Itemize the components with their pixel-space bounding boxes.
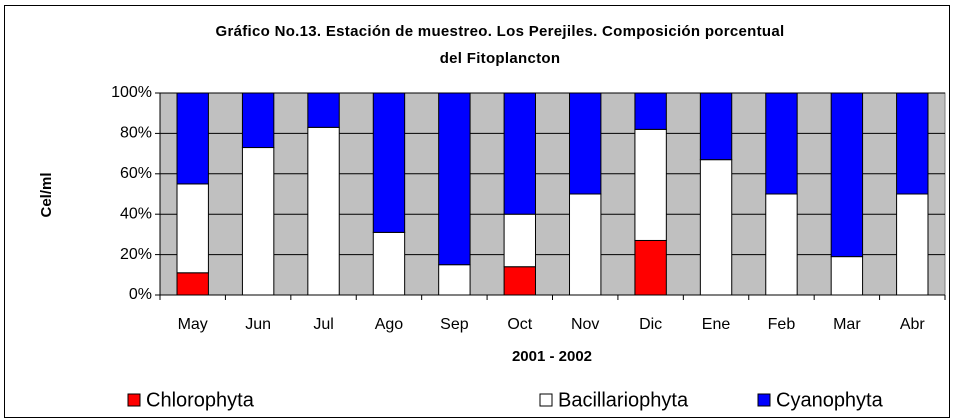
- bar-segment: [176, 272, 209, 296]
- bar-segment: [634, 128, 667, 241]
- bar-segment: [699, 92, 733, 161]
- bar-segment: [896, 193, 929, 296]
- x-tick-label: Nov: [571, 316, 599, 333]
- bar-segment: [176, 92, 209, 185]
- bar-segment: [241, 92, 275, 149]
- plot-area: [159, 92, 946, 296]
- bar-segment: [896, 92, 929, 195]
- bar-segment: [765, 193, 798, 296]
- bar-segment: [634, 92, 667, 130]
- bar-segment: [372, 92, 406, 233]
- bar-segment: [699, 159, 733, 296]
- bar-segment: [503, 92, 536, 215]
- y-tick-label: 60%: [120, 165, 152, 182]
- bar-segment: [438, 264, 471, 296]
- bar-segment: [307, 92, 340, 128]
- legend-label: Chlorophyta: [146, 389, 255, 411]
- bar-segment: [634, 239, 667, 296]
- bar-segment: [372, 231, 406, 296]
- bar-segment: [241, 147, 275, 296]
- y-tick-label: 80%: [120, 125, 152, 142]
- x-tick-label: Dic: [639, 316, 662, 333]
- y-tick-label: 20%: [120, 246, 152, 263]
- x-tick-label: Abr: [900, 316, 926, 333]
- x-tick-label: May: [178, 316, 208, 333]
- bar-segment: [438, 92, 471, 266]
- legend-swatch: [539, 393, 553, 407]
- x-axis-title: 2001 - 2002: [512, 348, 592, 365]
- y-tick-label: 40%: [120, 205, 152, 222]
- bar-segment: [569, 193, 602, 296]
- bar-segment: [830, 256, 864, 296]
- x-tick-label: Jun: [245, 316, 271, 333]
- bar-segment: [765, 92, 798, 195]
- legend-swatch: [757, 393, 771, 407]
- legend-label: Cyanophyta: [776, 389, 884, 411]
- bar-segment: [569, 92, 602, 195]
- x-tick-label: Mar: [833, 316, 861, 333]
- bar-segment: [176, 183, 209, 274]
- y-axis-title: Cel/ml: [38, 172, 55, 217]
- y-tick-label: 0%: [129, 286, 152, 303]
- x-tick-label: Ago: [375, 316, 404, 333]
- bar-segment: [503, 213, 536, 268]
- x-tick-label: Sep: [440, 316, 469, 333]
- y-tick-label: 100%: [111, 84, 152, 101]
- bar-segment: [830, 92, 864, 258]
- x-tick-label: Oct: [507, 316, 532, 333]
- bar-segment: [307, 126, 340, 296]
- x-tick-label: Feb: [768, 316, 796, 333]
- x-tick-label: Ene: [702, 316, 731, 333]
- chart-title: Gráfico No.13. Estación de muestreo. Los…: [215, 23, 785, 67]
- legend-swatch: [127, 393, 141, 407]
- x-tick-label: Jul: [313, 316, 333, 333]
- bar-segment: [503, 266, 536, 296]
- legend-label: Bacillariophyta: [558, 389, 689, 411]
